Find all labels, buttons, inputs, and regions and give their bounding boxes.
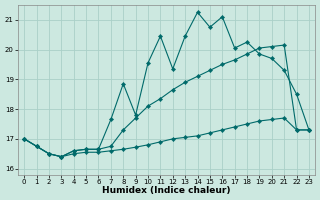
X-axis label: Humidex (Indice chaleur): Humidex (Indice chaleur) (102, 186, 231, 195)
